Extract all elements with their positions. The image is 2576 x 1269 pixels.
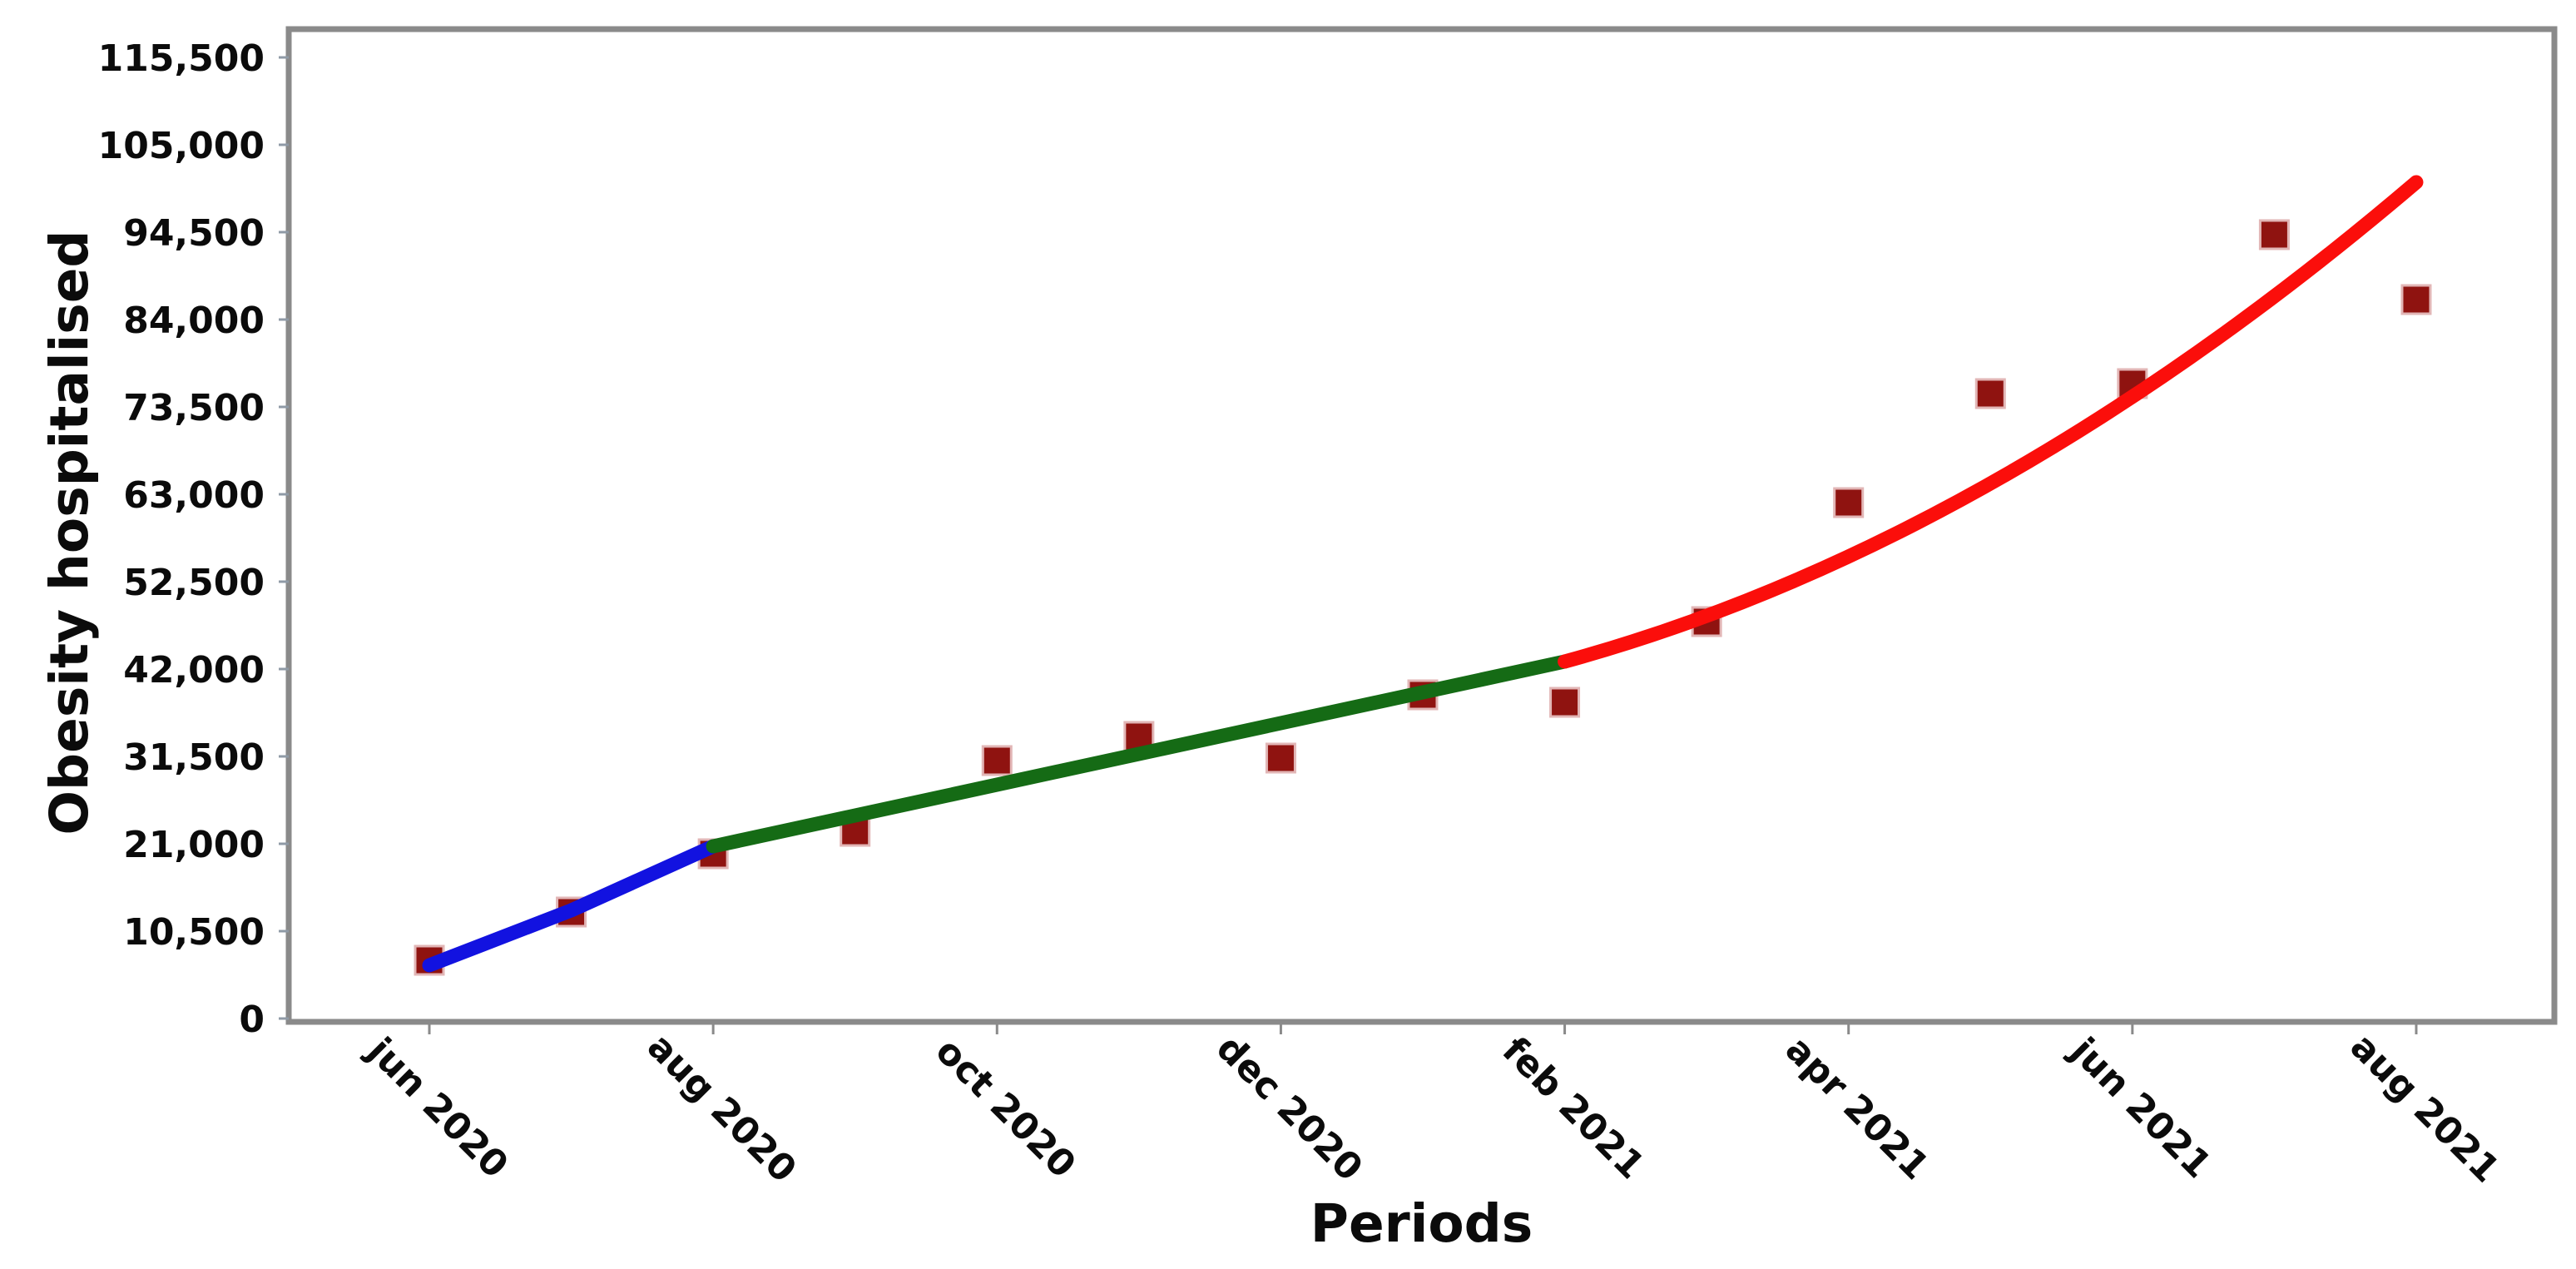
- data-point: [981, 745, 1013, 776]
- y-tick-label: 10,500: [123, 911, 265, 954]
- y-tick-label: 31,500: [123, 736, 265, 779]
- y-tick-label: 42,000: [123, 649, 265, 692]
- x-tick-label: dec 2020: [1208, 1027, 1370, 1189]
- x-tick-label: aug 2021: [2342, 1025, 2508, 1191]
- y-tick-label: 105,000: [98, 125, 265, 167]
- y-tick-label: 73,500: [123, 387, 265, 429]
- x-tick-label: jun 2021: [2061, 1029, 2219, 1187]
- data-point: [2258, 219, 2290, 250]
- linear-trend-segment: [706, 654, 1573, 854]
- x-tick-label: feb 2021: [1494, 1029, 1652, 1187]
- initial-rise-segment: [422, 839, 721, 973]
- y-axis-title: Obesity hospitalised: [39, 230, 100, 835]
- x-axis-title: Periods: [1310, 1193, 1533, 1254]
- y-tick-label: 115,500: [98, 37, 265, 80]
- y-tick-label: 52,500: [123, 562, 265, 604]
- x-tick-label: oct 2020: [927, 1030, 1083, 1187]
- data-point: [1265, 742, 1296, 774]
- y-tick-label: 63,000: [123, 474, 265, 517]
- data-point: [1833, 487, 1865, 518]
- y-tick-label: 94,500: [123, 212, 265, 255]
- x-tick-label: jun 2020: [359, 1029, 517, 1187]
- x-tick-label: apr 2021: [1777, 1029, 1937, 1188]
- plot-frame: [285, 26, 2558, 1025]
- data-point: [1974, 378, 2006, 409]
- exponential-trend-segment: [1558, 175, 2424, 669]
- x-tick-label: aug 2020: [639, 1025, 805, 1191]
- y-tick-label: 0: [239, 999, 265, 1041]
- y-tick-label: 21,000: [123, 824, 265, 866]
- data-point: [1549, 687, 1581, 718]
- y-tick-label: 84,000: [123, 300, 265, 342]
- data-point: [2400, 284, 2432, 315]
